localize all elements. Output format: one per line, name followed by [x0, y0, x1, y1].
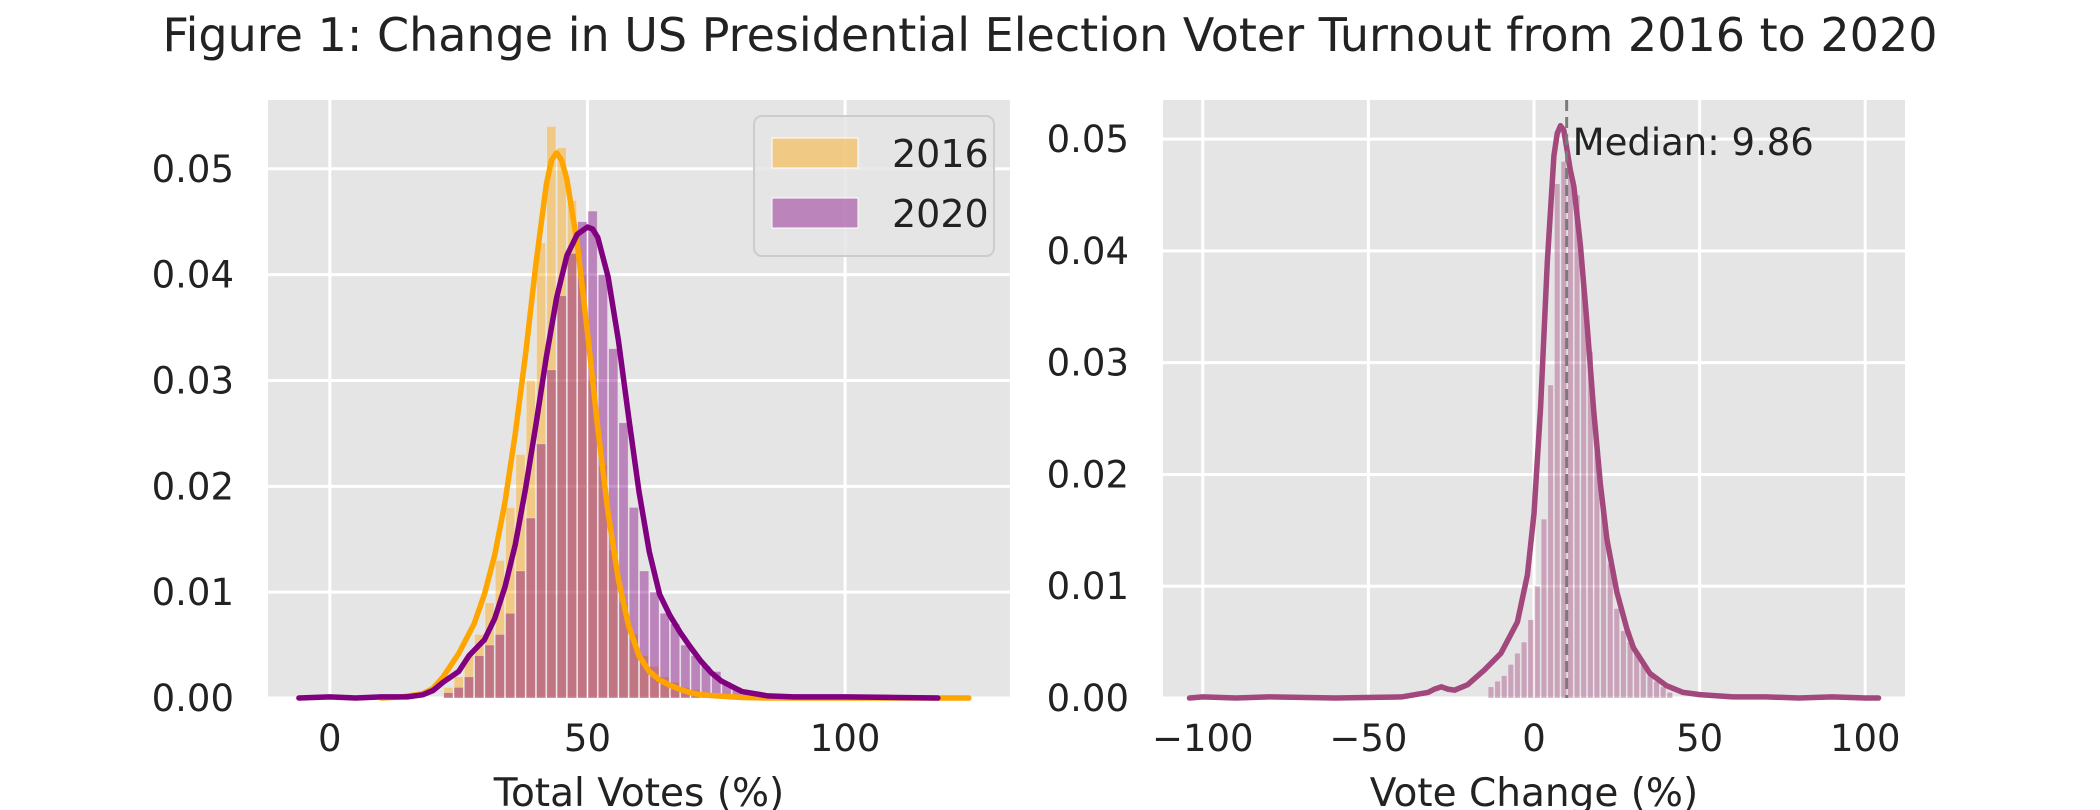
- kde-line-2020: [296, 224, 941, 701]
- histogram-bar: [556, 147, 567, 699]
- histogram-bar: [515, 454, 526, 699]
- histogram-bar: [443, 687, 454, 699]
- histogram-bar: [1607, 563, 1614, 699]
- histogram-bar: [639, 570, 650, 699]
- x-axis-label: Total Votes (%): [493, 771, 784, 810]
- histogram-bar: [484, 602, 495, 699]
- y-tick-label: 0.04: [1047, 230, 1129, 273]
- x-tick-label: −100: [1152, 717, 1254, 760]
- y-tick-label: 0.03: [152, 359, 234, 402]
- histogram-2016: [443, 126, 732, 699]
- histogram-bar: [474, 634, 485, 699]
- histogram-bar: [680, 644, 691, 699]
- histogram-bar: [577, 221, 588, 699]
- histogram-bar: [1501, 675, 1508, 699]
- histogram-bar: [515, 570, 526, 699]
- histogram-bar: [1666, 692, 1673, 699]
- histogram-bar: [525, 517, 536, 699]
- x-axis-label: Vote Change (%): [1370, 771, 1698, 810]
- histogram-bar: [1494, 680, 1501, 699]
- figure-title: Figure 1: Change in US Presidential Elec…: [162, 8, 1938, 62]
- histogram-bar: [453, 687, 464, 699]
- x-tick-label: 100: [810, 717, 881, 760]
- histogram-bar: [495, 560, 505, 699]
- histogram-bar: [618, 422, 629, 699]
- legend: 2016 2020: [753, 115, 995, 257]
- histogram-bar: [1646, 675, 1653, 699]
- y-tick-label: 0.05: [1047, 118, 1129, 161]
- histogram-bar: [587, 210, 598, 699]
- x-tick-label: 0: [1522, 717, 1546, 760]
- legend-swatch: [771, 197, 859, 229]
- histogram-bar: [1514, 652, 1521, 699]
- y-tick-label: 0.02: [1047, 453, 1129, 496]
- x-tick-label: 100: [1830, 717, 1901, 760]
- histogram-bar: [628, 507, 639, 699]
- legend-label: 2020: [892, 192, 989, 236]
- kde-line-2016: [378, 150, 972, 701]
- histogram-bar: [1580, 284, 1587, 699]
- histogram-bar: [1521, 641, 1528, 699]
- histogram-bar: [505, 613, 516, 699]
- legend-label: 2016: [892, 132, 989, 176]
- histogram-bar: [1547, 384, 1554, 699]
- histogram-bar: [1574, 194, 1581, 699]
- histogram-bar: [1540, 518, 1547, 699]
- histogram-bar: [546, 126, 557, 699]
- x-tick-label: −50: [1329, 717, 1407, 760]
- y-tick-label: 0.00: [1047, 677, 1129, 720]
- legend-swatch: [771, 137, 859, 169]
- right-panel-vote-change: Median: 9.86 −100 −50 0 50 100 0.00 0.01 0.02 0.0…: [1047, 100, 1905, 810]
- histogram-bar: [1487, 686, 1494, 699]
- y-tick-label: 0.00: [152, 677, 234, 720]
- histogram-series: [1487, 161, 1673, 699]
- x-tick-label: 50: [1676, 717, 1723, 760]
- histogram-bar: [659, 613, 670, 699]
- kde-line-series: [1186, 122, 1882, 701]
- histogram-bar: [525, 380, 536, 699]
- histogram-bar: [649, 591, 660, 699]
- histogram-bar: [639, 655, 650, 699]
- histogram-bar: [1653, 680, 1660, 699]
- histogram-bar: [443, 692, 454, 699]
- y-tick-label: 0.04: [152, 254, 234, 297]
- histogram-bar: [505, 507, 516, 699]
- histogram-bar: [464, 676, 474, 699]
- histogram-bar: [1620, 630, 1627, 699]
- histogram-bar: [495, 634, 505, 699]
- y-tick-label: 0.03: [1047, 342, 1129, 385]
- histogram-bar: [1660, 686, 1667, 699]
- y-tick-label: 0.05: [152, 148, 234, 191]
- histogram-bar: [556, 295, 567, 699]
- histogram-bar: [1567, 172, 1574, 699]
- legend-box: [753, 115, 995, 257]
- y-tick-label: 0.01: [1047, 565, 1129, 608]
- histogram-bar: [1554, 183, 1561, 699]
- histogram-bar: [474, 655, 485, 699]
- histogram-bar: [546, 369, 557, 699]
- histogram-bar: [484, 644, 495, 699]
- median-label: Median: 9.86: [1573, 121, 1814, 164]
- left-panel-total-votes: 0 50 100 0.00 0.01 0.02 0.03 0.04 0.05 Total Vote…: [152, 100, 1010, 810]
- histogram-bar: [1613, 608, 1620, 699]
- y-tick-label: 0.02: [152, 465, 234, 508]
- x-tick-label: 0: [318, 717, 342, 760]
- histogram-bar: [1527, 619, 1534, 699]
- histogram-bar: [1507, 664, 1514, 699]
- x-tick-label: 50: [564, 717, 611, 760]
- histogram-bar: [567, 253, 577, 699]
- histogram-bar: [1534, 585, 1541, 699]
- histogram-bar: [453, 676, 464, 699]
- histogram-bar: [536, 443, 546, 699]
- y-tick-label: 0.01: [152, 571, 234, 614]
